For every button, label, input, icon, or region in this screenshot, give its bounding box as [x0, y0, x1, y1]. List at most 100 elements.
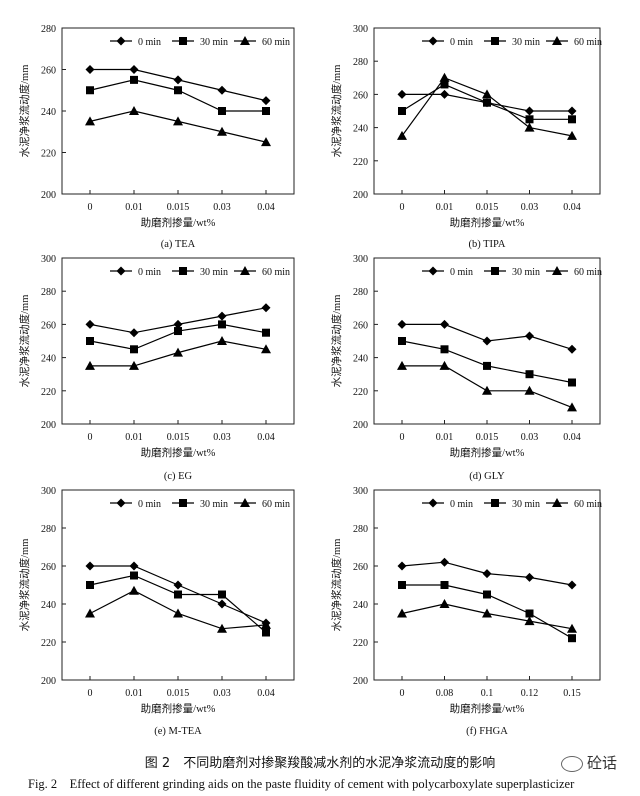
- y-tick-label: 240: [353, 354, 368, 365]
- wechat-icon: [561, 755, 583, 772]
- data-point: [398, 337, 406, 345]
- legend-entry: 60 min: [546, 498, 602, 510]
- y-tick-label: 280: [41, 287, 56, 298]
- y-tick-label: 300: [353, 254, 368, 265]
- x-axis-label: 助磨剂掺量/wt%: [450, 216, 525, 229]
- data-point: [397, 130, 407, 140]
- x-tick-label: 0.03: [213, 202, 231, 213]
- data-point: [483, 98, 491, 107]
- series-60-min: [85, 106, 271, 147]
- y-tick-label: 240: [41, 600, 56, 611]
- series-60-min: [397, 599, 577, 633]
- panel-subtitle: (e) M-TEA: [154, 726, 202, 737]
- y-axis-label: 水泥净浆流动度/mm: [330, 295, 343, 388]
- data-point: [482, 385, 492, 395]
- x-tick-label: 0.015: [167, 202, 190, 213]
- data-point: [525, 106, 534, 116]
- series-0-min: [397, 319, 577, 354]
- data-point: [217, 85, 227, 95]
- chart-panel-d: 200 220 240 260 280 300 0 0.01 0.015 0.03 0.04 助磨剂掺…: [330, 254, 602, 482]
- legend-marker: [428, 36, 438, 46]
- legend-marker: [240, 36, 250, 45]
- legend-marker: [552, 498, 562, 507]
- legend-entry: 60 min: [234, 266, 290, 278]
- data-point: [397, 360, 407, 370]
- x-tick-label: 0.01: [125, 202, 143, 213]
- legend-label: 0 min: [450, 37, 473, 48]
- x-axis-label: 助磨剂掺量/wt%: [141, 702, 216, 715]
- y-tick-label: 240: [353, 124, 368, 135]
- legend-entry: 60 min: [234, 36, 290, 48]
- data-point: [397, 89, 407, 99]
- series-0-min: [85, 65, 271, 106]
- x-tick-label: 0.15: [563, 688, 581, 699]
- data-point: [86, 581, 94, 589]
- legend-entry: 0 min: [422, 36, 473, 48]
- data-point: [440, 80, 449, 89]
- x-tick-label: 0.1: [481, 688, 494, 699]
- data-point: [262, 107, 270, 115]
- data-point: [398, 581, 406, 589]
- series-30-min: [86, 571, 270, 637]
- panel-subtitle: (a) TEA: [161, 239, 196, 250]
- legend-marker: [428, 266, 438, 276]
- data-point: [129, 561, 139, 571]
- x-tick-label: 0.03: [213, 432, 231, 443]
- series-60-min: [85, 585, 271, 633]
- data-point: [439, 72, 450, 82]
- data-point: [85, 561, 95, 571]
- y-tick-label: 220: [41, 638, 56, 649]
- legend-label: 30 min: [512, 267, 540, 278]
- series-0-min: [85, 303, 271, 338]
- data-point: [173, 75, 183, 85]
- series-30-min: [86, 75, 270, 115]
- legend-marker: [179, 37, 187, 45]
- data-point: [130, 75, 138, 84]
- data-point: [217, 623, 227, 633]
- x-tick-label: 0.015: [476, 202, 499, 213]
- chart-panel-c: 200 220 240 260 280 300 0 0.01 0.015 0.03 0.04 助磨剂掺…: [18, 254, 295, 482]
- data-point: [525, 572, 534, 582]
- y-tick-label: 260: [353, 90, 368, 101]
- legend-label: 0 min: [138, 37, 161, 48]
- chart-panel-f: 200 220 240 260 280 300 0 0.08 0.1 0.12 0.15 助磨剂掺量/…: [330, 486, 602, 737]
- data-point: [261, 619, 271, 629]
- x-tick-label: 0.08: [436, 688, 454, 699]
- chart-panel-e: 200 220 240 260 280 300 0 0.01 0.015 0.03 0.04 助磨剂掺…: [18, 486, 295, 737]
- data-point: [174, 590, 182, 599]
- data-point: [217, 599, 227, 609]
- y-tick-label: 280: [41, 24, 56, 35]
- figure-caption-english: Fig. 2 Effect of different grinding aids…: [28, 777, 575, 791]
- y-tick-label: 260: [353, 320, 368, 331]
- data-point: [440, 89, 449, 99]
- legend-marker: [116, 36, 126, 46]
- y-tick-label: 200: [41, 190, 56, 201]
- y-tick-label: 260: [41, 562, 56, 573]
- legend-label: 30 min: [200, 267, 228, 278]
- data-point: [218, 590, 226, 599]
- legend-entry: 0 min: [110, 36, 161, 48]
- x-axis-label: 助磨剂掺量/wt%: [141, 446, 216, 459]
- data-point: [261, 96, 271, 106]
- legend-entry: 30 min: [172, 37, 228, 48]
- legend-marker: [179, 499, 187, 507]
- panel-subtitle: (f) FHGA: [466, 726, 508, 737]
- data-point: [567, 623, 577, 633]
- legend-entry: 60 min: [546, 36, 602, 48]
- data-point: [174, 327, 182, 336]
- data-point: [129, 328, 139, 338]
- y-tick-label: 220: [353, 638, 368, 649]
- data-point: [440, 345, 449, 354]
- legend-marker: [240, 266, 250, 275]
- y-tick-label: 200: [41, 420, 56, 431]
- data-point: [261, 303, 271, 313]
- data-point: [440, 581, 449, 589]
- data-point: [524, 616, 535, 626]
- legend-entry: 60 min: [546, 266, 602, 278]
- x-tick-label: 0.04: [257, 202, 275, 213]
- y-tick-label: 300: [353, 24, 368, 35]
- x-tick-label: 0.015: [476, 432, 499, 443]
- x-tick-label: 0: [88, 202, 93, 213]
- legend-marker: [491, 267, 499, 275]
